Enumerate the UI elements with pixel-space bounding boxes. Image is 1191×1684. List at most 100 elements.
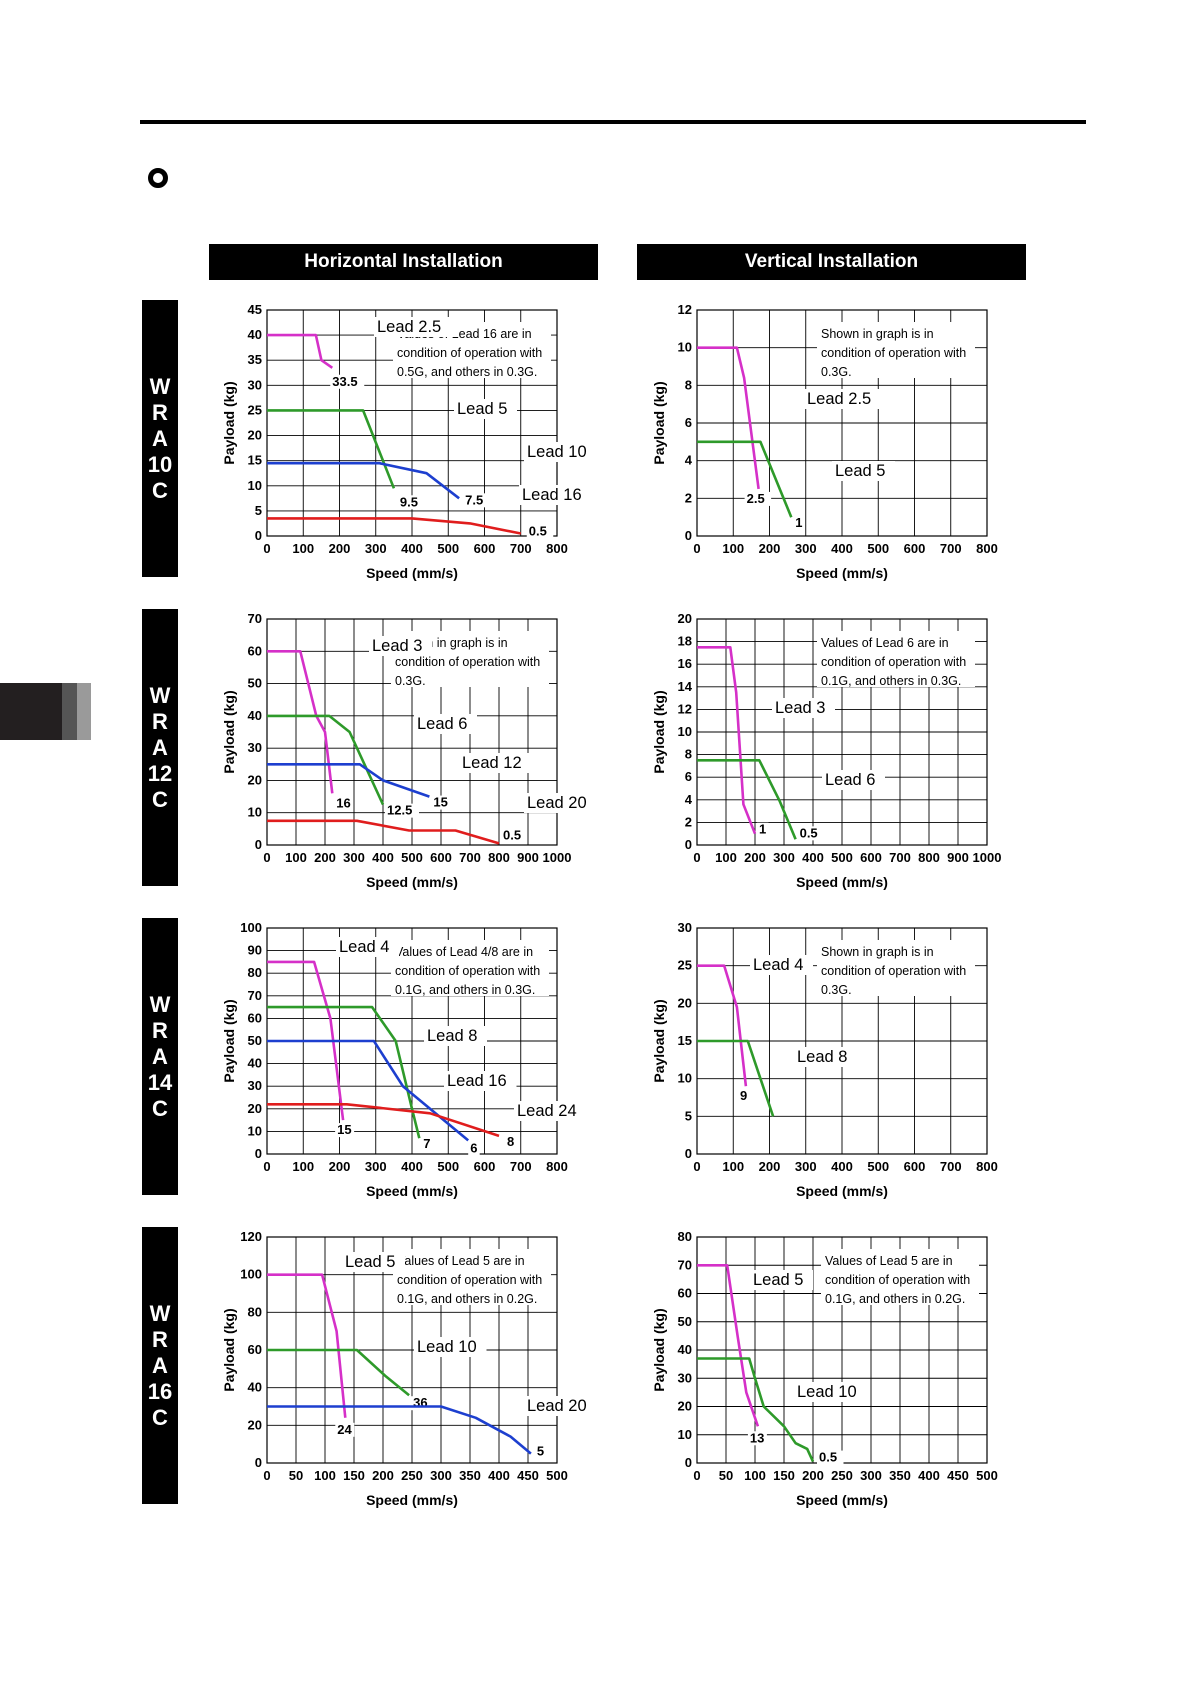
x-tick-label: 300: [365, 541, 387, 556]
series-line: [697, 964, 748, 1087]
x-tick-label: 700: [940, 541, 962, 556]
x-tick-label: 0: [693, 1159, 700, 1174]
y-tick-label: 0: [255, 1146, 262, 1161]
x-tick-label: 500: [976, 1468, 998, 1483]
x-tick-label: 400: [802, 850, 824, 865]
condition-note: 0.3G.: [395, 674, 426, 688]
x-tick-label: 50: [289, 1468, 303, 1483]
x-tick-label: 0: [693, 850, 700, 865]
chart-wra14c-horizontal: 0 100 200 300 400 500 600 700 800010203040506070…: [221, 920, 587, 1199]
condition-note: Values of Lead 5 are in: [397, 1254, 525, 1268]
series-name-label: Lead 8: [427, 1027, 477, 1045]
x-tick-label: 600: [904, 541, 926, 556]
series-line: [697, 645, 757, 835]
x-tick-label: 600: [860, 850, 882, 865]
y-tick-label: 60: [248, 1342, 262, 1357]
y-tick-label: 20: [248, 1101, 262, 1116]
condition-note: 0.3G.: [821, 365, 852, 379]
end-value-backdrop: [737, 1089, 750, 1104]
end-value-label: 15: [337, 1122, 351, 1137]
series-name-label: Lead 12: [462, 754, 522, 772]
y-tick-label: 20: [678, 611, 692, 626]
y-tick-label: 45: [248, 302, 262, 317]
end-value-label: 5: [537, 1444, 544, 1459]
x-axis-label: Speed (mm/s): [796, 874, 888, 890]
x-tick-label: 400: [401, 541, 423, 556]
x-tick-label: 600: [474, 541, 496, 556]
end-value-label: 1: [759, 822, 766, 837]
x-axis-label: Speed (mm/s): [796, 565, 888, 581]
series-name-label: Lead 20: [527, 794, 587, 812]
end-value-backdrop: [421, 1137, 433, 1152]
x-axis-label: Speed (mm/s): [366, 565, 458, 581]
end-value-backdrop: [330, 374, 365, 389]
end-value-label: 16: [336, 795, 350, 810]
y-tick-label: 25: [678, 958, 692, 973]
y-tick-label: 10: [678, 1071, 692, 1086]
y-tick-label: 6: [685, 415, 692, 430]
x-tick-label: 400: [831, 1159, 853, 1174]
end-value-label: 8: [507, 1134, 514, 1149]
x-tick-label: 500: [437, 541, 459, 556]
y-axis-label: Payload (kg): [221, 1308, 237, 1391]
y-tick-label: 4: [685, 453, 693, 468]
series-name-label: Lead 8: [797, 1048, 847, 1066]
series-label-backdrop: [514, 1101, 587, 1121]
y-tick-label: 10: [248, 478, 262, 493]
x-tick-label: 500: [867, 1159, 889, 1174]
condition-note: condition of operation with: [397, 1273, 542, 1287]
y-tick-label: 15: [248, 453, 262, 468]
x-tick-label: 500: [401, 850, 423, 865]
series-line: [267, 1005, 421, 1139]
x-tick-label: 200: [329, 541, 351, 556]
series-label-backdrop: [794, 1382, 867, 1402]
series-label-backdrop: [822, 770, 885, 790]
end-value-label: 12.5: [387, 803, 412, 818]
end-value-label: 0.5: [800, 825, 818, 840]
series-name-label: Lead 5: [835, 462, 885, 480]
y-axis-label: Payload (kg): [651, 1308, 667, 1391]
row-label-line: R: [152, 1017, 168, 1043]
series-label-backdrop: [750, 955, 813, 975]
row-label-line: W: [149, 1300, 171, 1326]
row-label-wra14c: W R A 14 C: [142, 918, 178, 1195]
end-value-label: 0.5: [529, 523, 547, 538]
y-tick-label: 35: [248, 352, 262, 367]
row-label-line: 12: [147, 760, 173, 786]
y-tick-label: 30: [248, 1078, 262, 1093]
side-tab-stripe: [62, 683, 77, 740]
condition-note: Values of Lead 6 are in: [821, 636, 949, 650]
row-label-line: A: [152, 425, 168, 451]
y-tick-label: 40: [678, 1342, 692, 1357]
condition-note: 0.1G, and others in 0.3G.: [821, 674, 961, 688]
row-label-line: R: [152, 708, 168, 734]
series-label-backdrop: [414, 714, 477, 734]
end-value-label: 24: [337, 1422, 352, 1437]
series-name-label: Lead 5: [457, 400, 507, 418]
end-value-backdrop: [468, 1141, 480, 1156]
series-name-label: Lead 2.5: [377, 318, 441, 336]
y-tick-label: 16: [678, 656, 692, 671]
y-tick-label: 12: [678, 701, 692, 716]
series-line: [697, 1357, 815, 1463]
end-value-label: 7: [423, 1136, 430, 1151]
y-tick-label: 0: [685, 837, 692, 852]
y-axis-label: Payload (kg): [221, 999, 237, 1082]
series-name-label: Lead 3: [775, 699, 825, 717]
end-value-label: 9: [740, 1088, 747, 1103]
series-label-backdrop: [772, 698, 835, 718]
end-value-backdrop: [463, 493, 490, 508]
series-name-label: Lead 6: [417, 715, 467, 733]
series-line: [267, 409, 396, 489]
series-name-label: Lead 10: [527, 443, 587, 461]
condition-note: condition of operation with: [397, 346, 542, 360]
x-tick-label: 600: [430, 850, 452, 865]
row-label-wra16c: W R A 16 C: [142, 1227, 178, 1504]
x-tick-label: 800: [488, 850, 510, 865]
series-label-backdrop: [524, 793, 597, 813]
end-value-backdrop: [757, 822, 769, 837]
y-tick-label: 20: [678, 995, 692, 1010]
x-tick-label: 300: [773, 850, 795, 865]
end-value-backdrop: [526, 524, 554, 539]
x-tick-label: 250: [831, 1468, 853, 1483]
